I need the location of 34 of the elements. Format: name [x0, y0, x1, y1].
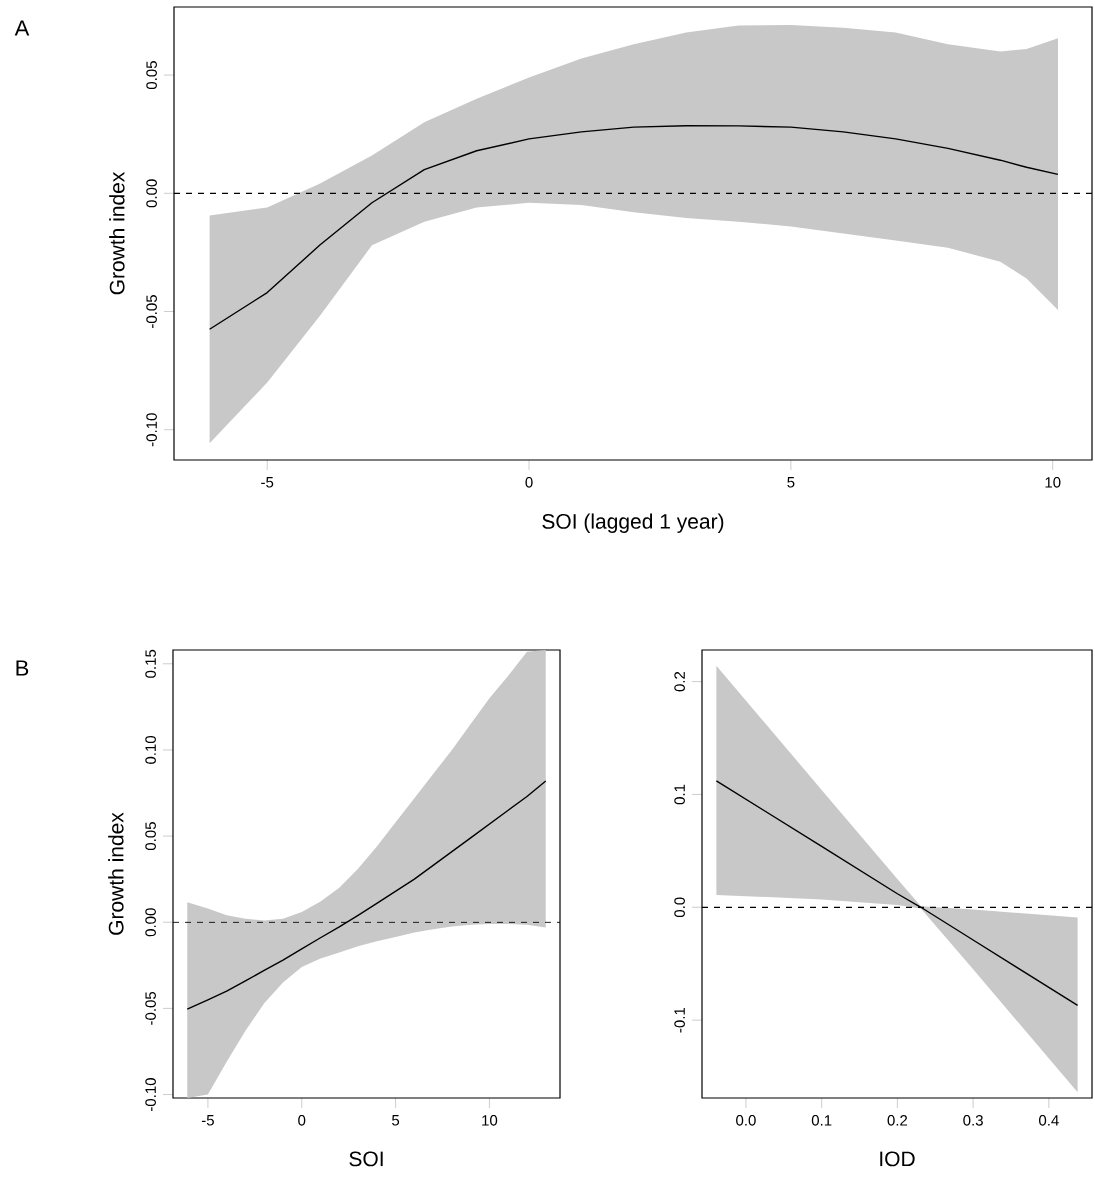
x-axis-title: SOI (lagged 1 year): [542, 513, 724, 533]
y-tick-label: 0.00: [145, 908, 156, 937]
y-tick-label: -0.10: [145, 1078, 156, 1111]
y-tick-label: 0.05: [145, 822, 156, 851]
x-axis-title: IOD: [880, 1151, 915, 1167]
y-tick-label: 0.2: [674, 671, 685, 692]
y-tick-label: -0.1: [674, 1007, 685, 1033]
x-tick-label: 0.0: [736, 1115, 756, 1126]
y-tick-label: 0.00: [146, 179, 157, 208]
x-tick-label: 10: [482, 1115, 498, 1126]
x-tick-label: 0.2: [887, 1115, 908, 1126]
y-axis-title: Growth index: [108, 812, 124, 935]
x-tick-label: 5: [392, 1115, 400, 1126]
y-tick-label: -0.05: [145, 991, 156, 1025]
y-tick-label: 0.1: [674, 784, 685, 805]
x-tick-label: 5: [787, 477, 795, 488]
x-tick-label: -5: [201, 1115, 214, 1126]
text: A: [14, 20, 30, 36]
x-tick-label: 0.3: [963, 1115, 983, 1126]
y-tick-label: 0.05: [146, 61, 157, 90]
x-axis-title: SOI: [349, 1151, 383, 1167]
y-tick-label: 0.15: [145, 649, 156, 678]
y-tick-label: -0.05: [146, 295, 157, 328]
x-tick-label: 0: [298, 1115, 306, 1126]
y-axis-title: Growth index: [109, 171, 125, 295]
x-tick-label: 10: [1045, 477, 1061, 488]
x-tick-label: 0: [525, 477, 533, 488]
x-tick-label: 0.1: [811, 1115, 832, 1126]
y-tick-label: 0.10: [145, 735, 156, 764]
y-tick-label: 0.0: [674, 897, 685, 918]
x-tick-label: 0.4: [1039, 1115, 1059, 1126]
text: B: [16, 660, 29, 676]
y-tick-label: -0.10: [146, 413, 157, 447]
x-tick-label: -5: [261, 477, 274, 488]
